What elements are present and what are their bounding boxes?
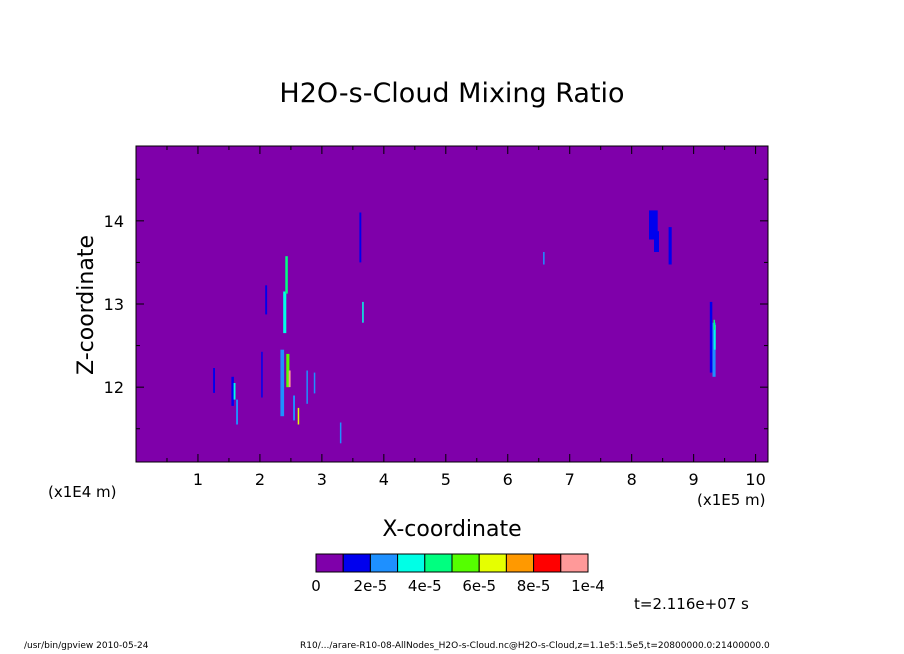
data-cell (306, 370, 308, 404)
colorbar-swatch (397, 553, 426, 573)
colorbar-label: 4e-5 (408, 577, 442, 595)
data-cell (213, 368, 215, 393)
footer-right: R10/.../arare-R10-08-AllNodes_H2O-s-Clou… (300, 641, 770, 651)
data-cell (293, 395, 295, 421)
data-cell (286, 353, 290, 388)
data-cell (649, 210, 658, 240)
x-tick-label: 9 (689, 470, 699, 489)
colorbar-swatch (560, 553, 589, 573)
data-cell (261, 351, 263, 398)
data-cells (213, 210, 716, 444)
x-tick-label: 7 (565, 470, 575, 489)
data-cell (713, 324, 716, 350)
x-tick-label: 3 (317, 470, 327, 489)
data-cell (265, 285, 268, 315)
colorbar-swatch (342, 553, 371, 573)
data-cell (359, 212, 362, 263)
colorbar-label: 2e-5 (354, 577, 388, 595)
colorbar-swatch (533, 553, 562, 573)
data-cell (297, 407, 300, 425)
x-tick-label: 4 (379, 470, 389, 489)
data-cell (280, 349, 285, 417)
data-cell (668, 227, 672, 265)
data-cell (313, 372, 316, 394)
data-cell (288, 370, 291, 388)
data-cell (339, 422, 342, 444)
y-axis-label: Z-coordinate (74, 235, 99, 375)
x-axis-multiplier: (x1E5 m) (697, 491, 766, 509)
y-tick-label: 12 (104, 378, 124, 397)
data-cell (713, 319, 715, 330)
data-cell (283, 291, 287, 334)
colorbar-label: 0 (311, 577, 321, 595)
x-tick-label: 1 (193, 470, 203, 489)
data-cell (709, 301, 713, 373)
data-cell (712, 322, 716, 377)
colorbar-swatch (369, 553, 399, 573)
x-tick-label: 2 (255, 470, 265, 489)
colorbar-label: 8e-5 (517, 577, 551, 595)
colorbar-swatch (478, 553, 507, 573)
x-tick-label: 10 (745, 470, 765, 489)
time-label: t=2.116e+07 s (634, 595, 749, 613)
colorbar: 0 2e-5 4e-5 6e-5 8e-5 1e-4 (311, 553, 605, 595)
x-tick-label: 5 (441, 470, 451, 489)
data-cell (362, 301, 364, 323)
chart-title: H2O-s-Cloud Mixing Ratio (279, 78, 624, 109)
colorbar-swatch (315, 553, 344, 573)
colorbar-label: 1e-4 (571, 577, 605, 595)
y-axis-multiplier: (x1E4 m) (48, 483, 117, 501)
y-axis-ticks: 12 13 14 (104, 178, 768, 430)
data-cell (654, 231, 659, 252)
y-tick-label: 14 (104, 212, 124, 231)
colorbar-label: 6e-5 (462, 577, 496, 595)
y-tick-label: 13 (104, 295, 124, 314)
colorbar-swatch (451, 553, 480, 573)
x-axis-label: X-coordinate (382, 517, 521, 542)
data-cell (543, 252, 545, 265)
x-tick-label: 6 (503, 470, 513, 489)
data-cell (233, 383, 236, 400)
data-cell (285, 256, 288, 294)
colorbar-swatch (424, 553, 453, 573)
plot-background (136, 146, 768, 462)
footer-left: /usr/bin/gpview 2010-05-24 (24, 641, 149, 651)
colorbar-swatch (505, 553, 535, 573)
x-tick-label: 8 (627, 470, 637, 489)
data-cell (231, 376, 234, 406)
x-axis-ticks: 1 2 3 4 5 6 7 8 9 10 (166, 146, 766, 489)
data-cell (236, 399, 238, 425)
